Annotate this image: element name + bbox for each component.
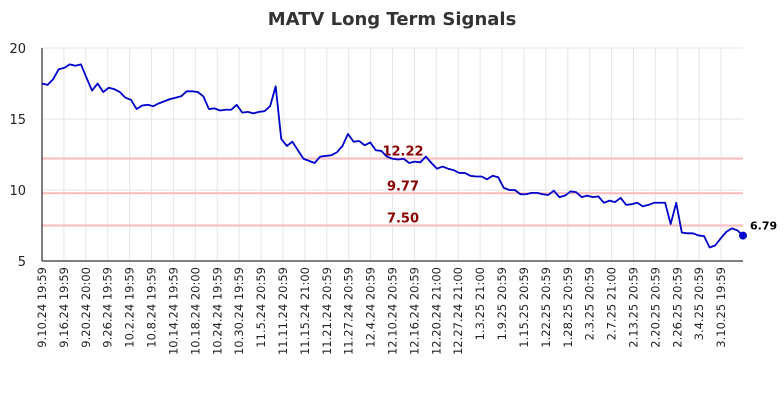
x-tick-label: 10.8.24 19:59 (145, 267, 159, 348)
y-tick-label: 20 (9, 42, 26, 57)
x-tick-label: 1.15.25 20:59 (517, 267, 531, 348)
x-tick-label: 9.16.24 19:59 (57, 267, 71, 348)
y-axis-ticks: 5 10 15 20 (9, 42, 26, 270)
x-tick-label: 1.28.25 20:59 (561, 267, 575, 348)
x-tick-label: 1.9.25 20:59 (495, 267, 509, 340)
x-tick-label: 3.10.25 19:59 (714, 267, 728, 348)
x-tick-label: 2.7.25 21:00 (605, 267, 619, 340)
x-tick-label: 11.15.24 21:00 (298, 267, 312, 355)
x-tick-label: 12.20.24 21:00 (429, 267, 443, 355)
x-tick-label: 9.26.24 19:59 (101, 267, 115, 348)
x-tick-label: 2.13.25 20:59 (626, 267, 640, 348)
x-tick-label: 1.22.25 20:59 (539, 267, 553, 348)
x-tick-label: 10.30.24 19:59 (232, 267, 246, 355)
x-tick-label: 2.20.25 20:59 (648, 267, 662, 348)
x-tick-label: 10.18.24 20:00 (188, 267, 202, 355)
x-tick-label: 12.4.24 20:59 (364, 267, 378, 348)
x-tick-label: 12.16.24 20:59 (407, 267, 421, 355)
x-tick-label: 9.20.24 20:00 (79, 267, 93, 348)
last-price-label: 6.79 (750, 220, 777, 233)
price-series: 6.79 (41, 63, 777, 249)
level-label: 12.22 (382, 144, 423, 159)
x-tick-label: 10.24.24 19:59 (210, 267, 224, 355)
x-tick-label: 11.21.24 20:59 (320, 267, 334, 355)
x-tick-label: 9.10.24 19:59 (35, 267, 49, 348)
y-tick-label: 15 (9, 113, 26, 128)
y-tick-label: 10 (9, 184, 26, 199)
level-lines: 12.22 9.77 7.50 (42, 144, 743, 227)
x-tick-label: 10.14.24 19:59 (166, 267, 180, 355)
x-axis-ticks: 9.10.24 19:59 9.16.24 19:59 9.20.24 20:00 9… (35, 267, 728, 355)
level-label: 7.50 (387, 212, 419, 227)
x-tick-label: 11.27.24 20:59 (342, 267, 356, 355)
x-tick-label: 12.27.24 21:00 (451, 267, 465, 355)
x-tick-label: 3.4.25 20:59 (692, 267, 706, 340)
price-line (41, 63, 744, 249)
level-label: 9.77 (387, 179, 419, 194)
x-tick-label: 11.5.24 20:59 (254, 267, 268, 348)
last-price-point (739, 231, 747, 240)
x-tick-label: 2.3.25 20:59 (583, 267, 597, 340)
x-tick-label: 11.11.24 20:59 (276, 267, 290, 355)
x-tick-label: 12.10.24 20:59 (386, 267, 400, 355)
x-tick-label: 2.26.25 20:59 (670, 267, 684, 348)
chart-title: MATV Long Term Signals (268, 9, 517, 30)
y-tick-label: 5 (18, 255, 26, 270)
x-tick-label: 10.2.24 19:59 (123, 267, 137, 348)
x-tick-label: 1.3.25 21:00 (473, 267, 487, 340)
